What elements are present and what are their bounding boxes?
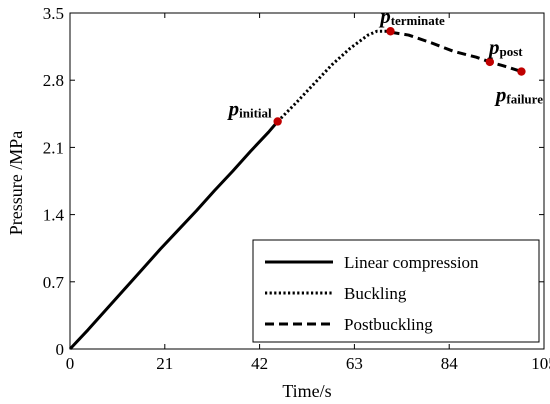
point-label-sub: terminate xyxy=(391,13,445,28)
point-label-sub: failure xyxy=(506,92,543,107)
y-tick-label: 0.7 xyxy=(43,273,65,292)
point-label-post: ppost xyxy=(487,35,523,59)
legend: Linear compression Buckling Postbuckling xyxy=(252,239,540,343)
point-marker-failure xyxy=(517,67,526,76)
point-label-failure: pfailure xyxy=(494,83,543,107)
x-tick-label: 21 xyxy=(156,354,173,373)
y-tick-label: 2.8 xyxy=(43,71,64,90)
series-line-postbuckling xyxy=(390,30,522,73)
point-label-main: p xyxy=(494,83,507,107)
y-tick-label: 0 xyxy=(56,340,65,359)
legend-label: Postbuckling xyxy=(344,315,433,334)
point-label-sub: post xyxy=(500,44,524,59)
point-marker-terminate xyxy=(386,27,395,36)
y-tick-label: 1.4 xyxy=(43,206,65,225)
point-label-main: p xyxy=(487,35,500,59)
y-tick-label: 2.1 xyxy=(43,138,64,157)
y-tick-label: 3.5 xyxy=(43,4,64,23)
series-lines xyxy=(68,29,522,351)
plot-frame xyxy=(69,12,545,350)
axes: 0 21 42 63 84 105 0 0.7 1.4 2.1 2.8 3.5 xyxy=(43,4,550,373)
series-line-linear-compression xyxy=(68,120,279,351)
point-label-sub: initial xyxy=(239,105,272,120)
legend-label: Buckling xyxy=(344,284,407,303)
x-axis-title: Time/s xyxy=(282,381,331,401)
y-axis-title: Pressure /MPa xyxy=(6,131,26,236)
point-label-initial: pinitial xyxy=(227,96,272,120)
x-tick-label: 105 xyxy=(531,354,550,373)
point-label-terminate: pterminate xyxy=(378,4,445,28)
point-label-main: p xyxy=(227,96,240,120)
point-marker-post xyxy=(485,57,495,67)
x-tick-label: 63 xyxy=(346,354,363,373)
series-line-buckling xyxy=(276,29,391,123)
point-marker-initial xyxy=(273,117,282,126)
x-tick-label: 0 xyxy=(66,354,75,373)
legend-label: Linear compression xyxy=(344,253,479,272)
x-tick-label: 84 xyxy=(441,354,459,373)
point-label-main: p xyxy=(378,4,391,28)
x-tick-label: 42 xyxy=(251,354,268,373)
